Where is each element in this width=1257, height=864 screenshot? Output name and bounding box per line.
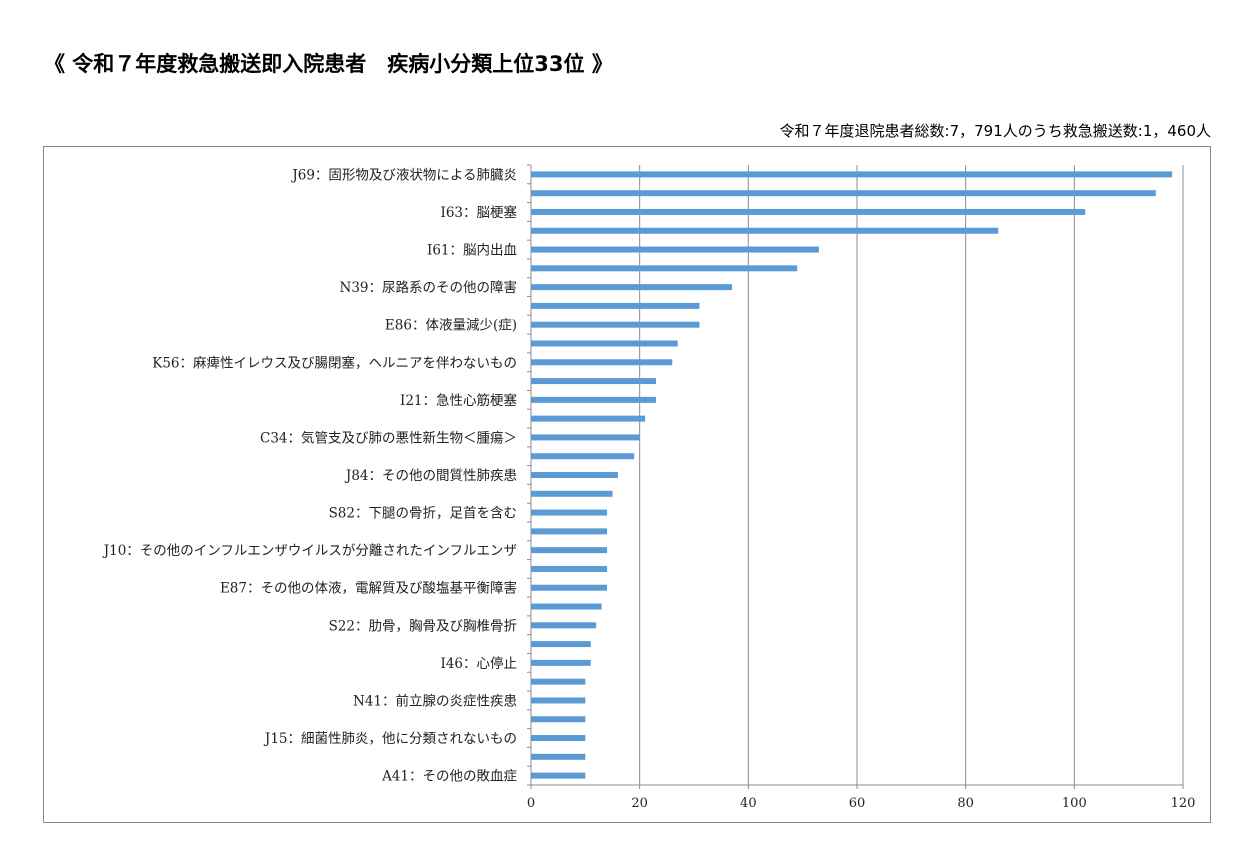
x-tick-label-80: 80 — [957, 796, 974, 811]
bar-25 — [531, 622, 597, 629]
bar-9 — [531, 321, 700, 328]
category-label-9: E86：体液量減少(症) — [385, 317, 517, 334]
bar-17 — [531, 472, 618, 478]
page-subtitle: 令和７年度退院患者総数:7，791人のうち救急搬送数:1，460人 — [779, 122, 1211, 140]
category-label-23: E87：その他の体液，電解質及び酸塩基平衡障害 — [220, 580, 517, 597]
bar-26 — [531, 641, 591, 648]
bar-4 — [531, 227, 999, 234]
category-label-5: I61：脳内出血 — [427, 243, 517, 259]
category-label-25: S22：肋骨，胸骨及び胸椎骨折 — [329, 618, 517, 634]
bar-22 — [531, 565, 608, 572]
category-label-21: J10：その他のインフルエンザウイルスが分離されたインフルエンザ — [102, 543, 517, 559]
category-label-13: I21：急性心筋梗塞 — [400, 392, 518, 409]
category-label-3: I63：脳梗塞 — [440, 204, 517, 221]
bar-10 — [531, 340, 678, 347]
bar-27 — [531, 659, 591, 666]
x-tick-label-20: 20 — [631, 796, 648, 811]
bar-21 — [531, 547, 608, 554]
bar-2 — [531, 190, 1156, 197]
category-label-31: J15：細菌性肺炎，他に分類されないもの — [263, 731, 517, 747]
category-label-29: N41：前立腺の炎症性疾患 — [353, 692, 517, 709]
bar-12 — [531, 378, 656, 385]
x-tick-label-100: 100 — [1062, 796, 1087, 811]
bar-7 — [531, 284, 733, 291]
bar-31 — [531, 735, 586, 742]
bar-28 — [531, 678, 586, 685]
category-label-19: S82：下腿の骨折，足首を含む — [329, 506, 517, 522]
category-label-1: J69：固形物及び液状物による肺臓炎 — [290, 167, 517, 183]
bar-32 — [531, 753, 586, 760]
bar-3 — [531, 208, 1086, 215]
bar-14 — [531, 415, 646, 422]
bar-5 — [531, 246, 819, 253]
chart-frame: 0 20 40 60 80 100 120 J69：固形物及び液状物による肺臓炎 I63：脳梗塞… — [43, 146, 1211, 823]
bar-29 — [531, 697, 586, 704]
bar-33 — [531, 772, 586, 779]
bar-23 — [531, 584, 608, 591]
bar-24 — [531, 603, 602, 610]
bar-16 — [531, 453, 635, 460]
bar-20 — [531, 528, 608, 535]
x-tick-label-60: 60 — [849, 796, 866, 811]
bar-19 — [531, 509, 608, 516]
bar-6 — [531, 265, 798, 272]
bar-30 — [531, 716, 586, 723]
bar-13 — [531, 396, 656, 403]
bar-1 — [531, 171, 1173, 178]
category-label-17: J84：その他の間質性肺疾患 — [344, 468, 517, 484]
category-label-27: I46：心停止 — [440, 655, 517, 672]
bar-8 — [531, 302, 700, 309]
category-label-33: A41：その他の敗血症 — [381, 769, 517, 785]
bar-15 — [531, 434, 640, 441]
bar-chart: 0 20 40 60 80 100 120 J69：固形物及び液状物による肺臓炎 I63：脳梗塞… — [102, 164, 1196, 811]
x-tick-label-120: 120 — [1171, 796, 1196, 811]
category-label-7: N39：尿路系のその他の障害 — [340, 280, 518, 296]
bar-18 — [531, 490, 613, 497]
category-label-15: C34：気管支及び肺の悪性新生物＜腫瘍＞ — [260, 429, 517, 446]
page-title: 《 令和７年度救急搬送即入院患者 疾病小分類上位33位 》 — [44, 52, 613, 76]
category-label-11: K56：麻痺性イレウス及び腸閉塞，ヘルニアを伴わないもの — [152, 354, 517, 371]
bar-11 — [531, 359, 673, 366]
x-tick-label-40: 40 — [740, 796, 757, 811]
x-tick-label-0: 0 — [527, 796, 535, 811]
